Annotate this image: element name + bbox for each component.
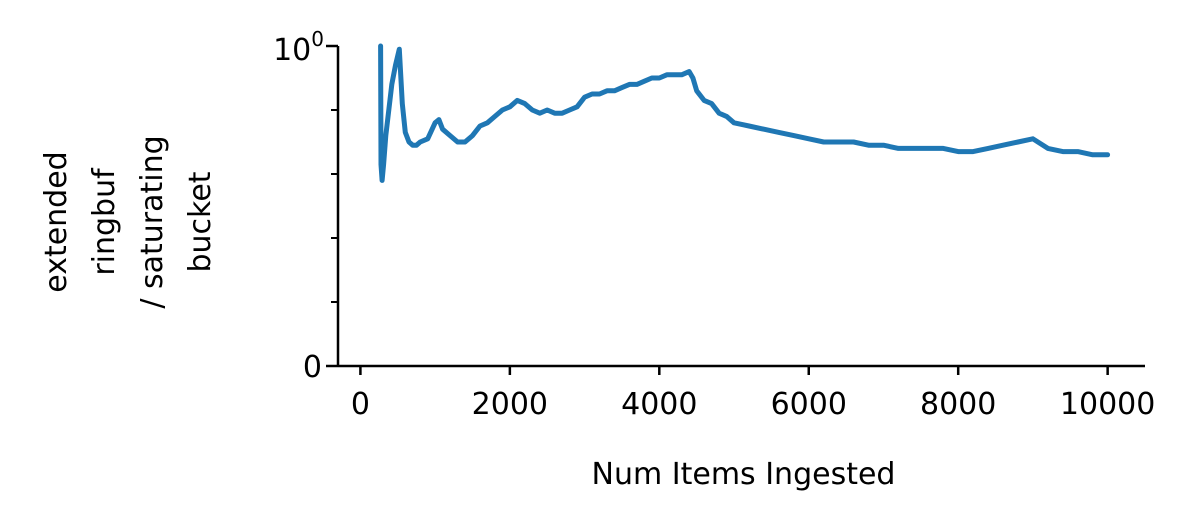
x-tick-label: 4000 <box>621 387 697 422</box>
x-tick-label: 10000 <box>1060 387 1155 422</box>
x-tick-label: 0 <box>351 387 370 422</box>
x-tick-label: 8000 <box>920 387 996 422</box>
x-tick-label: 2000 <box>472 387 548 422</box>
x-ticks: 0 2000 4000 6000 8000 10000 <box>351 366 1155 422</box>
y-ticks: 0 100 <box>273 27 338 385</box>
x-axis-label: Num Items Ingested <box>592 457 896 492</box>
y-axis-label-line: extended <box>39 151 74 292</box>
plot-area <box>378 43 1111 183</box>
y-tick-label-0: 0 <box>303 350 322 385</box>
y-axis-label-line: / saturating <box>135 135 170 308</box>
y-tick-label-top-exponent: 0 <box>311 27 324 51</box>
y-axis-label-line: ringbuf <box>87 167 122 276</box>
x-tick-label: 6000 <box>771 387 847 422</box>
y-axis-label-line: bucket <box>183 171 218 272</box>
y-tick-label-top: 100 <box>273 27 324 68</box>
series-line <box>378 43 1111 183</box>
y-axis-label: extended ringbuf / saturating bucket <box>39 135 218 308</box>
y-tick-label-top-base: 10 <box>273 33 311 68</box>
